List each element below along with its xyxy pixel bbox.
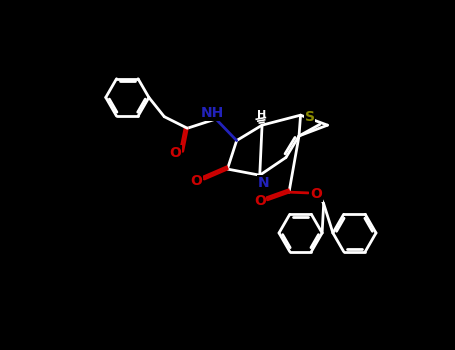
Text: N: N [258, 176, 269, 190]
Text: O: O [191, 174, 202, 188]
Text: O: O [310, 188, 322, 202]
Text: H: H [258, 110, 267, 120]
Text: O: O [169, 146, 181, 160]
Text: O: O [254, 194, 266, 208]
Text: S: S [305, 110, 315, 124]
Text: NH: NH [200, 106, 224, 120]
